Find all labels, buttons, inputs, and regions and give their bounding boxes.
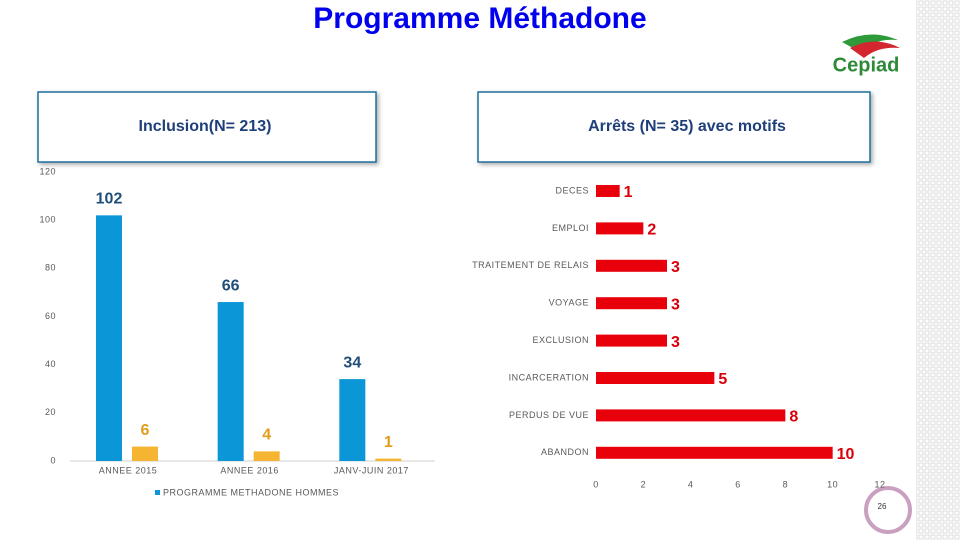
y-tick-label: 0 xyxy=(50,455,56,465)
bar xyxy=(596,259,667,272)
bar xyxy=(253,451,280,461)
bar xyxy=(96,215,122,461)
y-tick-label: 40 xyxy=(45,359,56,369)
bar xyxy=(339,379,366,461)
y-tick-label: INCARCERATION xyxy=(509,372,589,382)
y-tick-label: 60 xyxy=(45,311,56,321)
x-tick-label: 4 xyxy=(688,479,694,489)
page-number: 26 xyxy=(878,502,887,511)
data-label: 4 xyxy=(262,427,271,444)
y-tick-label: PERDUS DE VUE xyxy=(509,410,589,420)
bar xyxy=(596,372,715,384)
y-tick-label: VOYAGE xyxy=(549,298,589,308)
bar xyxy=(596,334,667,347)
data-label: 3 xyxy=(671,259,680,276)
panel-box xyxy=(37,91,377,163)
data-label: 3 xyxy=(671,296,680,313)
data-label: 34 xyxy=(343,354,361,371)
y-tick-label: EXCLUSION xyxy=(532,335,589,345)
y-tick-label: 100 xyxy=(39,215,56,225)
bar xyxy=(132,446,158,461)
bar xyxy=(375,458,402,461)
x-tick-label: JANV-JUIN 2017 xyxy=(334,465,409,475)
panel-box xyxy=(477,91,871,163)
bar xyxy=(596,446,833,459)
bar xyxy=(596,185,620,197)
bar xyxy=(596,297,667,310)
y-tick-label: DECES xyxy=(555,185,589,195)
x-tick-label: 6 xyxy=(735,479,741,489)
panel-title: Arrêts (N= 35) avec motifs xyxy=(588,118,786,135)
y-tick-label: EMPLOI xyxy=(552,223,589,233)
x-tick-label: 10 xyxy=(827,479,838,489)
x-tick-label: 8 xyxy=(783,479,789,489)
y-tick-label: 120 xyxy=(39,166,56,176)
page-badge xyxy=(864,486,912,534)
bar xyxy=(217,302,244,461)
data-label: 3 xyxy=(671,334,680,351)
logo: Cepiad xyxy=(833,34,900,76)
bar xyxy=(596,409,786,422)
data-label: 66 xyxy=(222,277,240,294)
decor-strip xyxy=(916,0,960,540)
data-label: 8 xyxy=(789,409,798,426)
data-label: 102 xyxy=(96,191,123,208)
x-tick-label: 2 xyxy=(641,479,647,489)
y-tick-label: TRAITEMENT DE RELAIS xyxy=(472,260,589,270)
legend-label: PROGRAMME METHADONE HOMMES xyxy=(163,487,339,497)
logo-text: Cepiad xyxy=(833,54,900,76)
x-tick-label: 0 xyxy=(593,479,599,489)
data-label: 2 xyxy=(647,222,656,239)
bar xyxy=(596,222,644,235)
data-label: 1 xyxy=(624,184,633,201)
panel-title: Inclusion(N= 213) xyxy=(139,118,272,135)
x-tick-label: ANNEE 2015 xyxy=(99,465,158,475)
data-label: 6 xyxy=(141,422,150,439)
x-tick-label: 12 xyxy=(874,479,885,489)
slide-title: Programme Méthadone xyxy=(313,2,646,35)
y-tick-label: 20 xyxy=(45,407,56,417)
data-label: 10 xyxy=(837,446,855,463)
x-tick-label: ANNEE 2016 xyxy=(220,465,279,475)
legend-swatch xyxy=(155,490,160,495)
y-tick-label: ABANDON xyxy=(541,447,589,457)
data-label: 5 xyxy=(718,371,727,388)
data-label: 1 xyxy=(384,434,393,451)
y-tick-label: 80 xyxy=(45,263,56,273)
